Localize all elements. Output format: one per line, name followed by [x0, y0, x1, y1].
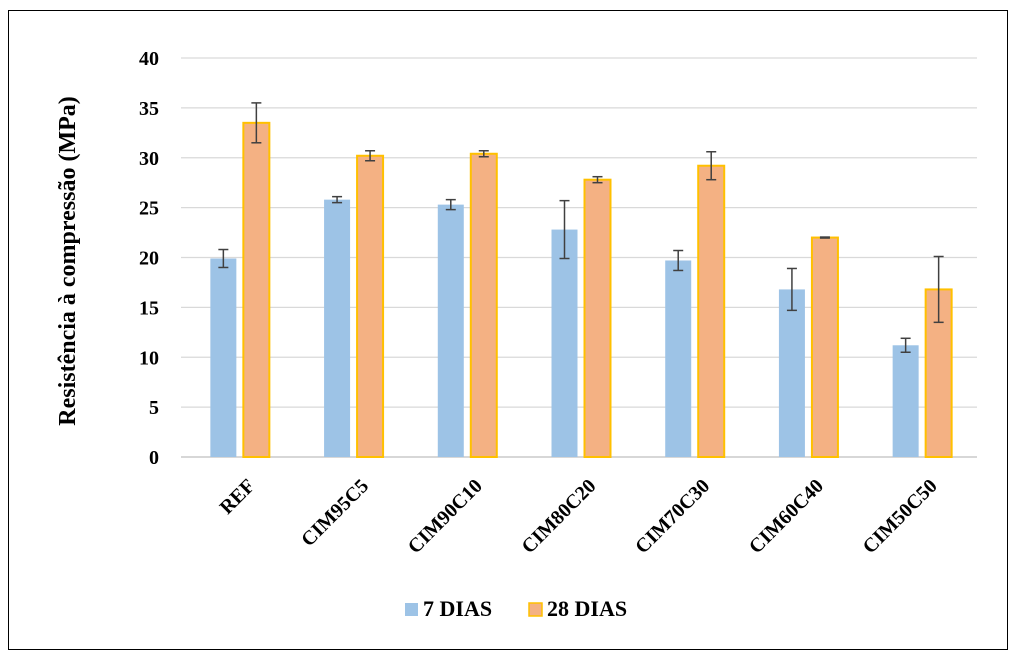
x-category-label: CIM95C5: [297, 475, 373, 551]
error-bar: [900, 337, 911, 354]
error-bar: [365, 150, 376, 162]
error-bar: [933, 255, 944, 324]
y-tick-label: 5: [149, 397, 159, 419]
bar-28-dias: [583, 178, 612, 458]
x-category-label: CIM50C50: [859, 475, 942, 558]
bar-28-dias: [469, 152, 498, 458]
error-bar: [786, 267, 797, 312]
error-bar: [819, 236, 830, 239]
x-category-label: CIM60C40: [745, 475, 828, 558]
y-tick-label: 30: [139, 148, 159, 170]
y-tick-label: 35: [139, 98, 159, 120]
bar-7-dias: [210, 258, 237, 457]
y-tick-label: 10: [139, 347, 159, 369]
y-tick-label: 0: [149, 447, 159, 469]
legend-label: 28 DIAS: [547, 596, 627, 621]
bar-28-dias: [810, 236, 839, 458]
bar-28-dias: [242, 121, 271, 459]
error-bar: [332, 195, 343, 204]
y-tick-label: 25: [139, 198, 159, 220]
bar-chart: 0 5 10 15 20 25 30 35 40 REF CIM95C5 CIM90C10 CIM80…: [55, 48, 977, 621]
error-bar: [218, 248, 229, 269]
error-bar: [251, 102, 262, 144]
x-axis-labels: REF CIM95C5 CIM90C10 CIM80C20 CIM70C30 CIM60C…: [216, 475, 942, 558]
y-axis-ticks: 0 5 10 15 20 25 30 35 40: [139, 48, 159, 469]
bar-7-dias: [665, 260, 692, 457]
legend-label: 7 DIAS: [423, 596, 492, 621]
error-bars: [218, 102, 944, 354]
error-bar: [592, 175, 603, 184]
gridlines: [181, 57, 977, 458]
error-bar: [673, 249, 684, 272]
error-bar: [706, 151, 717, 181]
x-category-label: REF: [216, 475, 260, 519]
legend: 7 DIAS 28 DIAS: [405, 596, 627, 621]
y-axis-label: Resistência à compressão (MPa): [55, 96, 81, 425]
x-category-label: CIM80C20: [517, 475, 600, 558]
bar-28-dias: [356, 154, 385, 458]
x-category-label: CIM70C30: [631, 475, 714, 558]
bar-7-dias: [324, 199, 351, 457]
legend-swatch: [528, 602, 543, 617]
error-bar: [445, 198, 456, 211]
y-tick-label: 40: [139, 48, 159, 70]
error-bar: [478, 150, 489, 158]
bar-7-dias: [551, 229, 578, 457]
bars: [210, 121, 953, 459]
bar-7-dias: [778, 289, 805, 457]
legend-swatch: [405, 603, 418, 616]
y-tick-label: 15: [139, 297, 159, 319]
bar-7-dias: [892, 345, 919, 457]
x-category-label: CIM90C10: [404, 475, 487, 558]
bar-7-dias: [437, 204, 464, 457]
chart-frame: 0 5 10 15 20 25 30 35 40 REF CIM95C5 CIM90C10 CIM80…: [8, 10, 1008, 650]
error-bar: [559, 199, 570, 260]
y-tick-label: 20: [139, 248, 159, 270]
bar-28-dias: [697, 164, 726, 458]
